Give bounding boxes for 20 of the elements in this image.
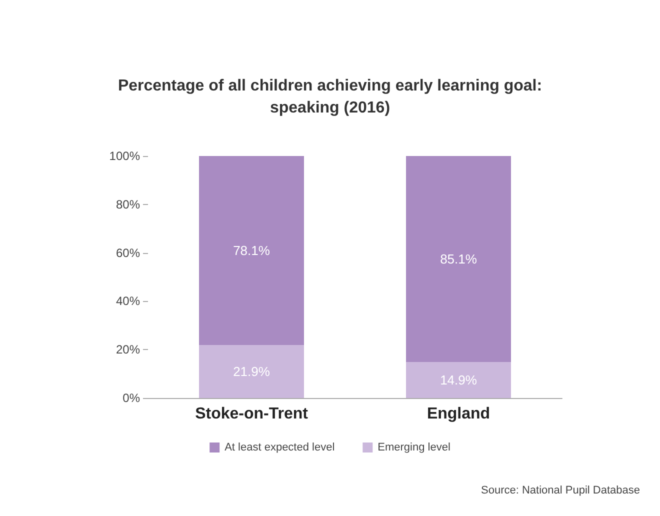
y-tick-label: 20%	[116, 342, 140, 357]
y-tick-label: 100%	[109, 149, 140, 163]
legend-label: At least expected level	[224, 442, 335, 454]
x-tick-label: England	[426, 406, 490, 422]
chart-title: Percentage of all children achieving early learning goal: speaking (2016)	[118, 78, 542, 116]
y-tick-label: 80%	[116, 197, 140, 212]
bar	[406, 362, 511, 398]
bar	[406, 156, 511, 362]
bar	[199, 345, 304, 398]
source-note: Source: National Pupil Database	[481, 484, 640, 496]
legend-label: Emerging level	[378, 442, 450, 454]
data-label: 85.1%	[440, 251, 478, 266]
data-label: 21.9%	[233, 364, 270, 379]
y-tick-label: 40%	[116, 294, 140, 308]
y-tick-label: 60%	[116, 246, 140, 260]
data-label: 14.9%	[440, 372, 478, 388]
x-tick-label: Stoke-on-Trent	[195, 406, 309, 422]
bar	[199, 156, 304, 345]
data-label: 78.1%	[233, 243, 270, 258]
y-tick-label: 0%	[122, 391, 140, 405]
